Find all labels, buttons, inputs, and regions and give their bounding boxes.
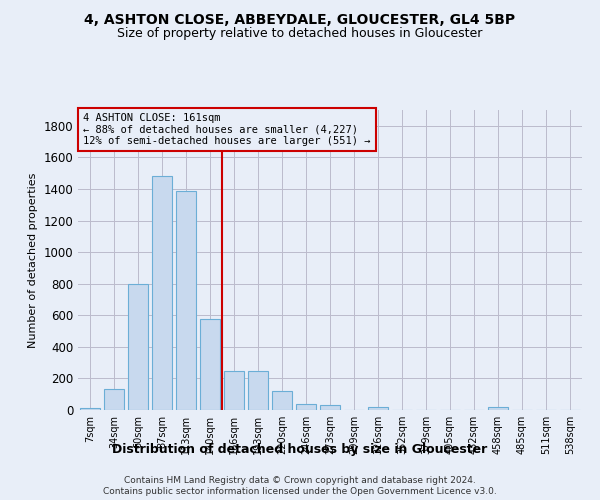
Text: Distribution of detached houses by size in Gloucester: Distribution of detached houses by size … bbox=[112, 442, 488, 456]
Bar bbox=[488, 407, 508, 410]
Text: Contains public sector information licensed under the Open Government Licence v3: Contains public sector information licen… bbox=[103, 488, 497, 496]
Bar bbox=[320, 406, 340, 410]
Bar bbox=[80, 408, 100, 410]
Bar bbox=[200, 319, 220, 410]
Bar bbox=[248, 370, 268, 410]
Bar bbox=[272, 391, 292, 410]
Y-axis label: Number of detached properties: Number of detached properties bbox=[28, 172, 38, 348]
Text: Size of property relative to detached houses in Gloucester: Size of property relative to detached ho… bbox=[118, 28, 482, 40]
Text: 4 ASHTON CLOSE: 161sqm
← 88% of detached houses are smaller (4,227)
12% of semi-: 4 ASHTON CLOSE: 161sqm ← 88% of detached… bbox=[83, 113, 371, 146]
Bar bbox=[104, 390, 124, 410]
Bar bbox=[152, 176, 172, 410]
Bar bbox=[296, 404, 316, 410]
Text: Contains HM Land Registry data © Crown copyright and database right 2024.: Contains HM Land Registry data © Crown c… bbox=[124, 476, 476, 485]
Bar bbox=[224, 370, 244, 410]
Bar bbox=[128, 284, 148, 410]
Bar bbox=[176, 190, 196, 410]
Bar bbox=[368, 407, 388, 410]
Text: 4, ASHTON CLOSE, ABBEYDALE, GLOUCESTER, GL4 5BP: 4, ASHTON CLOSE, ABBEYDALE, GLOUCESTER, … bbox=[85, 12, 515, 26]
